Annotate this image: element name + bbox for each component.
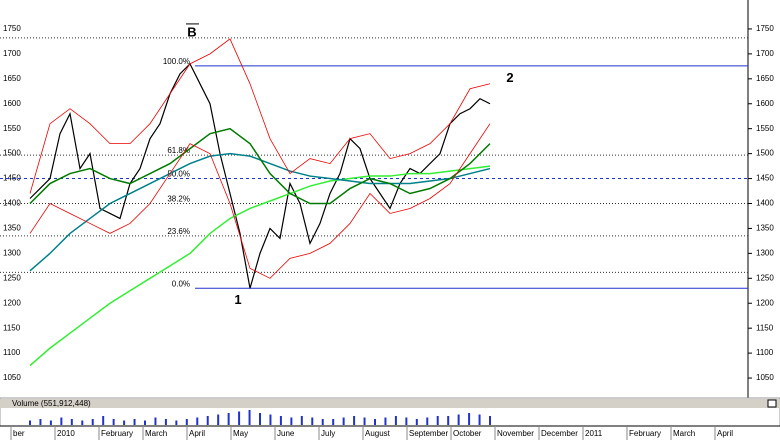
fib-label: 61.8%	[167, 146, 190, 155]
y-tick-label-right: 1250	[756, 273, 774, 282]
indicator-line	[29, 123, 491, 279]
x-tick-label: August	[365, 429, 391, 438]
y-tick-label-right: 1050	[756, 373, 774, 382]
y-tick-label-right: 1100	[756, 348, 774, 357]
price-line	[29, 62, 491, 289]
indicator-line	[29, 38, 491, 194]
x-tick-label: April	[717, 429, 733, 438]
x-tick-label: May	[233, 429, 248, 438]
y-tick-label-right: 1500	[756, 149, 774, 158]
y-tick-label: 1100	[3, 348, 21, 357]
y-tick-label: 1650	[3, 74, 21, 83]
y-tick-label: 1350	[3, 224, 21, 233]
y-tick-label: 1150	[3, 323, 21, 332]
x-tick-label: 2010	[57, 429, 75, 438]
pane-button[interactable]	[767, 399, 777, 408]
y-tick-label: 1050	[3, 373, 21, 382]
x-tick-label: September	[409, 429, 448, 438]
fib-label: 0.0%	[172, 279, 190, 288]
fib-label: 100.0%	[163, 57, 190, 66]
x-tick-label: March	[145, 429, 167, 438]
y-tick-label-right: 1600	[756, 99, 774, 108]
indicator-line	[29, 127, 491, 205]
indicator-line	[29, 165, 491, 367]
annotation: 2	[506, 70, 513, 85]
y-tick-label-right: 1400	[756, 199, 774, 208]
x-tick-label: June	[277, 429, 295, 438]
y-tick-label-right: 1200	[756, 298, 774, 307]
x-tick-label: February	[101, 429, 133, 438]
y-tick-label: 1600	[3, 99, 21, 108]
x-tick-label: November	[497, 429, 534, 438]
y-tick-label: 1250	[3, 273, 21, 282]
fib-label: 38.2%	[167, 195, 190, 204]
y-tick-label-right: 1350	[756, 224, 774, 233]
y-tick-label: 1750	[3, 24, 21, 33]
volume-title: Volume (551,912,448)	[12, 399, 91, 408]
y-tick-label-right: 1450	[756, 174, 774, 183]
y-tick-label-right: 1550	[756, 124, 774, 133]
y-tick-label: 1550	[3, 124, 21, 133]
y-tick-label-right: 1150	[756, 323, 774, 332]
x-tick-label: ber	[13, 429, 25, 438]
x-tick-label: 2011	[585, 429, 603, 438]
y-tick-label-right: 1750	[756, 24, 774, 33]
x-tick-label: October	[453, 429, 482, 438]
annotation: B	[187, 24, 196, 39]
x-tick-label: July	[321, 429, 335, 438]
y-tick-label: 1200	[3, 298, 21, 307]
y-tick-label-right: 1650	[756, 74, 774, 83]
x-tick-label: March	[673, 429, 695, 438]
fib-label: 23.6%	[167, 227, 190, 236]
y-tick-label-right: 1700	[756, 49, 774, 58]
y-tick-label: 1700	[3, 49, 21, 58]
x-tick-label: April	[189, 429, 205, 438]
annotation: 1	[234, 292, 241, 307]
y-tick-label-right: 1300	[756, 248, 774, 257]
fib-label: 50.0%	[167, 170, 190, 179]
volume-header	[0, 399, 780, 408]
y-tick-label: 1300	[3, 248, 21, 257]
x-tick-label: December	[541, 429, 578, 438]
x-tick-label: February	[629, 429, 661, 438]
y-tick-label: 1500	[3, 149, 21, 158]
